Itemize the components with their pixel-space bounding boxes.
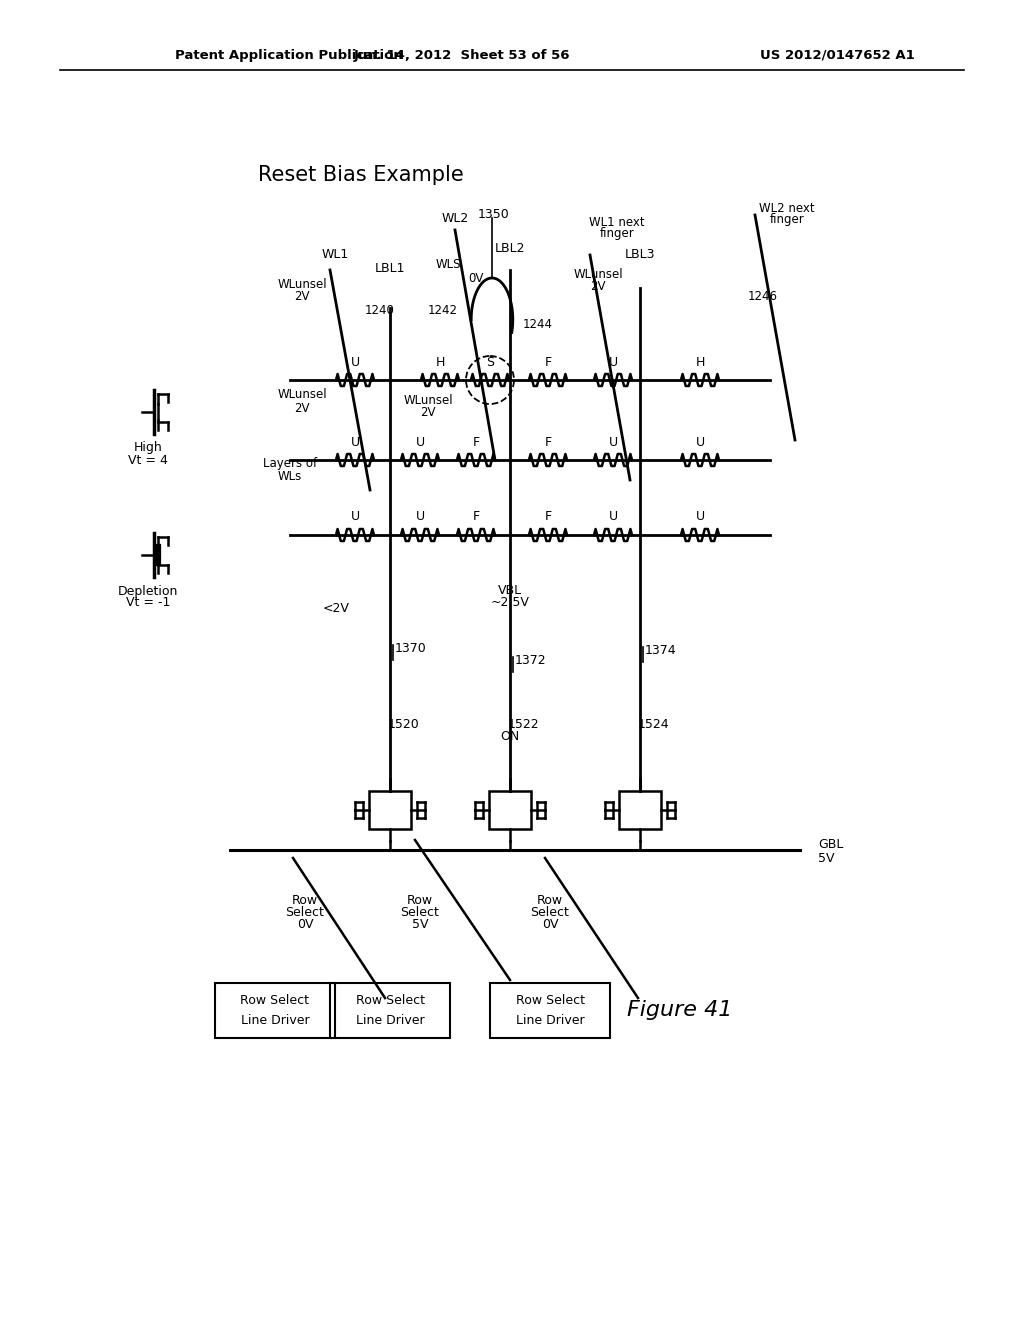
Text: U: U	[608, 355, 617, 368]
Text: Layers of: Layers of	[263, 457, 317, 470]
Text: U: U	[608, 436, 617, 449]
Text: H: H	[695, 355, 705, 368]
Bar	[330, 982, 450, 1038]
Text: 5V: 5V	[412, 917, 428, 931]
Text: WLS: WLS	[435, 259, 461, 272]
Text: Row: Row	[292, 894, 318, 907]
Text: WL2: WL2	[441, 211, 469, 224]
Text: F: F	[545, 436, 552, 449]
Text: Row Select: Row Select	[355, 994, 425, 1006]
Text: WLs: WLs	[278, 470, 302, 483]
Text: F: F	[545, 355, 552, 368]
Text: U: U	[695, 436, 705, 449]
Text: Line Driver: Line Driver	[241, 1014, 309, 1027]
Text: Select: Select	[530, 906, 569, 919]
Text: WLunsel: WLunsel	[573, 268, 623, 281]
Text: U: U	[350, 436, 359, 449]
Text: 1242: 1242	[428, 304, 458, 317]
Text: 1524: 1524	[638, 718, 670, 730]
Text: F: F	[472, 436, 479, 449]
Text: 1246: 1246	[748, 289, 778, 302]
Text: F: F	[472, 511, 479, 524]
Text: High: High	[133, 441, 163, 454]
Text: Depletion: Depletion	[118, 585, 178, 598]
Text: Row: Row	[537, 894, 563, 907]
Text: U: U	[416, 511, 425, 524]
Text: finger: finger	[770, 214, 805, 227]
Text: WL2 next: WL2 next	[759, 202, 815, 214]
Text: Figure 41: Figure 41	[628, 1001, 733, 1020]
Text: H: H	[435, 355, 444, 368]
Text: 2V: 2V	[590, 281, 606, 293]
Text: F: F	[545, 511, 552, 524]
Text: Line Driver: Line Driver	[355, 1014, 424, 1027]
Text: 0V: 0V	[297, 917, 313, 931]
Text: Row: Row	[407, 894, 433, 907]
Text: US 2012/0147652 A1: US 2012/0147652 A1	[760, 49, 914, 62]
Text: 1370: 1370	[395, 642, 427, 655]
Text: 1374: 1374	[645, 644, 677, 656]
Bar	[489, 791, 531, 829]
Bar	[369, 791, 411, 829]
Text: U: U	[350, 511, 359, 524]
Text: <2V: <2V	[324, 602, 350, 615]
Text: 0V: 0V	[542, 917, 558, 931]
Text: 2V: 2V	[294, 290, 309, 304]
Text: 2V: 2V	[294, 401, 309, 414]
Text: 1522: 1522	[508, 718, 540, 730]
Text: WL1 next: WL1 next	[589, 215, 645, 228]
Text: 1244: 1244	[523, 318, 553, 331]
Bar	[215, 982, 335, 1038]
Text: U: U	[350, 355, 359, 368]
Text: 0V: 0V	[468, 272, 483, 285]
Text: 1350: 1350	[478, 209, 510, 222]
Text: Row Select: Row Select	[515, 994, 585, 1006]
Text: U: U	[416, 436, 425, 449]
Text: Patent Application Publication: Patent Application Publication	[175, 49, 402, 62]
Text: 2V: 2V	[420, 405, 436, 418]
Text: WLunsel: WLunsel	[403, 393, 453, 407]
Text: Line Driver: Line Driver	[516, 1014, 585, 1027]
Text: U: U	[695, 511, 705, 524]
Text: S: S	[486, 355, 494, 368]
Text: 1520: 1520	[388, 718, 420, 730]
Text: Select: Select	[286, 906, 325, 919]
Text: WLunsel: WLunsel	[278, 279, 327, 292]
Bar	[490, 982, 610, 1038]
Text: GBL: GBL	[818, 838, 844, 851]
Text: LBL2: LBL2	[495, 242, 525, 255]
Text: Reset Bias Example: Reset Bias Example	[258, 165, 464, 185]
Text: ON: ON	[501, 730, 519, 743]
Text: LBL3: LBL3	[625, 248, 655, 261]
Text: ~2.5V: ~2.5V	[490, 595, 529, 609]
Text: 1240: 1240	[365, 304, 395, 317]
Text: VBL: VBL	[498, 583, 522, 597]
Text: 1372: 1372	[515, 653, 547, 667]
Text: LBL1: LBL1	[375, 261, 406, 275]
Text: Vt = 4: Vt = 4	[128, 454, 168, 466]
Text: Select: Select	[400, 906, 439, 919]
Text: finger: finger	[600, 227, 635, 240]
Text: Row Select: Row Select	[241, 994, 309, 1006]
Text: Jun. 14, 2012  Sheet 53 of 56: Jun. 14, 2012 Sheet 53 of 56	[353, 49, 570, 62]
Text: 5V: 5V	[818, 853, 835, 866]
Text: WL1: WL1	[322, 248, 348, 261]
Bar	[618, 791, 662, 829]
Text: WLunsel: WLunsel	[278, 388, 327, 401]
Text: Vt = -1: Vt = -1	[126, 597, 170, 610]
Text: U: U	[608, 511, 617, 524]
